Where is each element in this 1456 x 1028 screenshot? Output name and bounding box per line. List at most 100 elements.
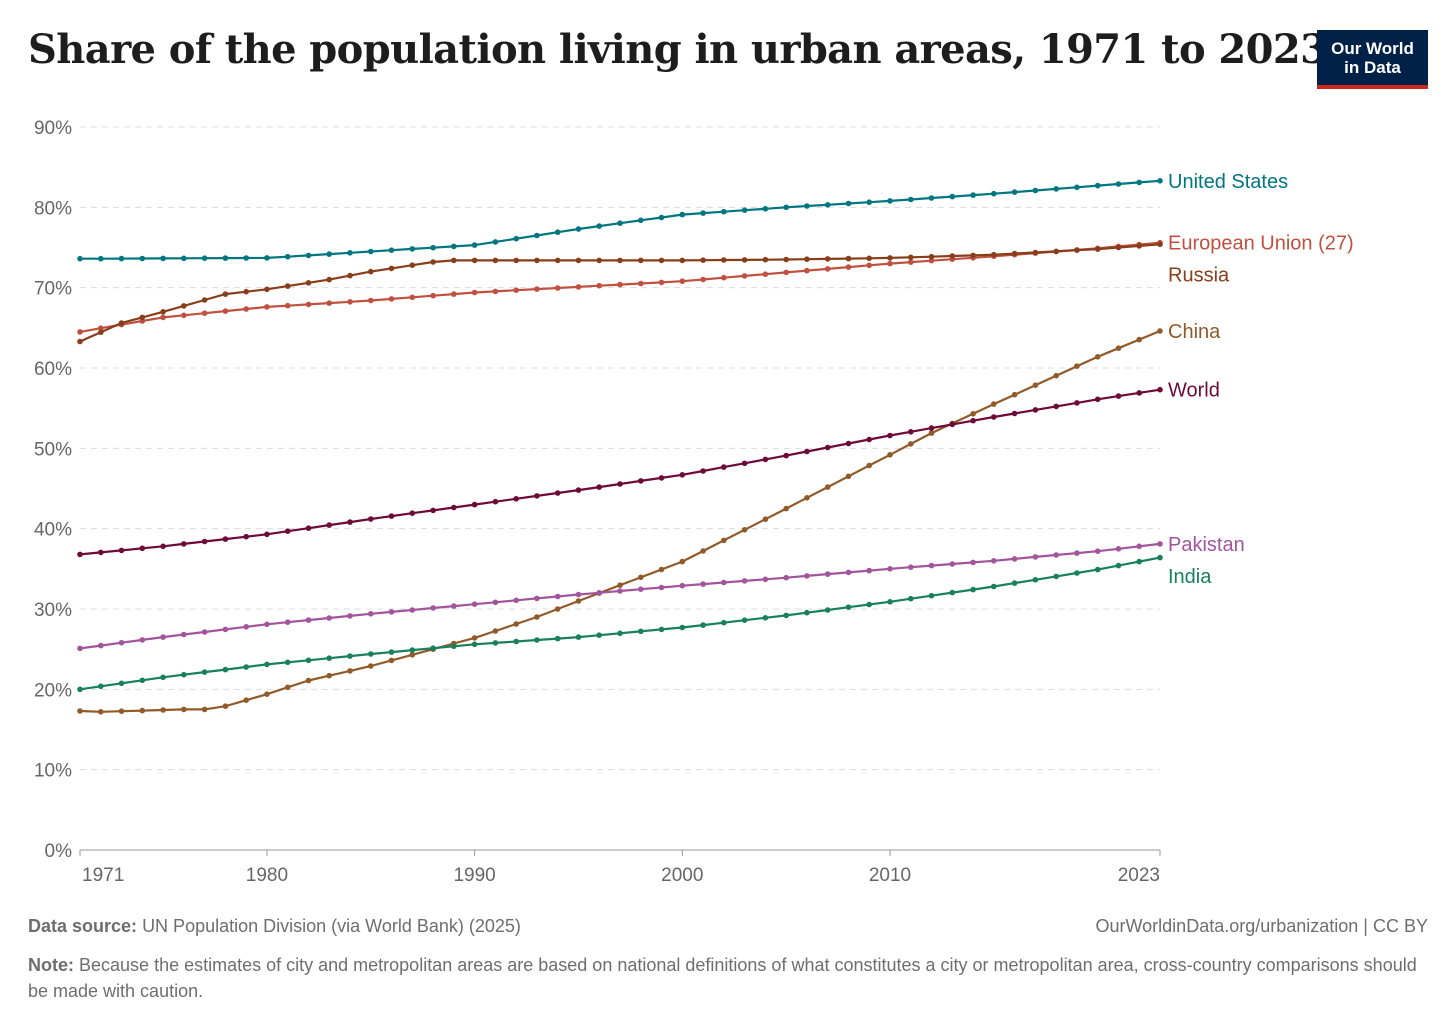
- data-point: [638, 586, 644, 592]
- data-point: [1074, 570, 1080, 576]
- logo-line-2: in Data: [1344, 57, 1401, 77]
- data-point: [305, 280, 312, 286]
- data-point: [368, 611, 374, 617]
- data-point: [928, 195, 935, 201]
- data-point: [908, 441, 914, 447]
- data-point: [160, 309, 166, 315]
- data-point: [77, 329, 83, 335]
- data-point: [347, 653, 353, 659]
- data-point: [347, 668, 353, 674]
- y-axis-tick-labels: 0% 10% 20% 30% 40% 50% 60% 70% 80% 90%: [34, 118, 72, 862]
- data-point: [492, 239, 499, 245]
- data-point: [783, 256, 789, 263]
- data-point: [762, 256, 769, 263]
- data-point: [513, 496, 519, 502]
- data-point: [201, 297, 208, 303]
- data-point: [181, 541, 187, 547]
- series-label-world: World: [1168, 380, 1220, 402]
- data-point: [368, 297, 374, 304]
- data-point: [160, 255, 166, 262]
- data-point: [430, 645, 436, 651]
- data-point: [368, 268, 374, 275]
- data-point: [326, 655, 333, 661]
- series-world: [77, 386, 1163, 558]
- data-point: [222, 308, 229, 314]
- data-point: [762, 456, 769, 463]
- data-point: [513, 638, 519, 645]
- y-tick-label: 50%: [34, 439, 72, 460]
- data-point: [388, 609, 395, 615]
- series-line-india: [79, 556, 1161, 691]
- data-point: [679, 257, 686, 264]
- data-point: [741, 273, 748, 279]
- data-point: [1094, 354, 1101, 360]
- data-point: [1053, 248, 1059, 255]
- data-point: [471, 501, 478, 508]
- data-point: [534, 232, 540, 239]
- data-point: [492, 599, 499, 606]
- data-point: [98, 642, 104, 649]
- data-point: [721, 579, 727, 586]
- data-point: [783, 452, 789, 459]
- data-point: [347, 519, 353, 525]
- owid-logo[interactable]: Our World in Data: [1317, 30, 1428, 89]
- data-point: [139, 707, 146, 714]
- data-point: [596, 590, 602, 596]
- data-point: [970, 559, 976, 566]
- data-point: [887, 432, 893, 439]
- data-point: [326, 672, 333, 679]
- data-point: [991, 190, 997, 197]
- data-point: [1094, 246, 1101, 252]
- data-point: [347, 272, 353, 279]
- data-point: [139, 255, 146, 262]
- data-point: [1157, 328, 1163, 334]
- data-point: [783, 204, 789, 211]
- data-point: [617, 257, 623, 264]
- data-point: [1094, 182, 1101, 189]
- data-point: [347, 299, 353, 305]
- data-point: [139, 545, 146, 552]
- x-tick-label: 2000: [661, 865, 703, 886]
- data-point: [554, 257, 561, 264]
- data-point: [118, 708, 125, 714]
- data-point: [1157, 541, 1163, 547]
- data-point: [679, 624, 686, 631]
- y-tick-label: 30%: [34, 600, 72, 621]
- data-point: [284, 528, 291, 534]
- data-point: [284, 659, 291, 666]
- data-point: [471, 601, 478, 607]
- data-point: [160, 707, 166, 713]
- data-point: [222, 536, 229, 542]
- data-point: [949, 421, 956, 428]
- data-point: [970, 586, 976, 593]
- data-point: [1115, 181, 1122, 187]
- data-point: [762, 615, 769, 621]
- data-source-text[interactable]: UN Population Division (via World Bank) …: [142, 916, 521, 936]
- data-point: [77, 645, 83, 652]
- data-point: [721, 619, 727, 626]
- data-point: [181, 671, 187, 678]
- data-point: [305, 657, 312, 664]
- data-point: [824, 266, 831, 272]
- data-point: [638, 217, 644, 224]
- data-point: [1115, 546, 1122, 552]
- data-point: [928, 562, 935, 569]
- data-point: [1094, 396, 1101, 403]
- data-point: [804, 495, 810, 501]
- data-point: [617, 220, 623, 226]
- data-point: [845, 264, 852, 270]
- data-point: [1115, 244, 1122, 251]
- series-united-states: [77, 178, 1163, 262]
- data-point: [326, 276, 333, 283]
- data-point: [1011, 391, 1018, 398]
- data-point: [1157, 554, 1163, 561]
- data-point: [451, 257, 457, 264]
- data-point: [1074, 550, 1080, 556]
- source-url[interactable]: OurWorldinData.org/urbanization | CC BY: [1095, 916, 1429, 936]
- line-chart: 0%10%20%30%40%50%60%70%80%90% 1971 1980 19…: [34, 118, 1354, 886]
- data-point: [762, 516, 769, 522]
- data-point: [845, 473, 852, 480]
- data-point: [181, 631, 187, 638]
- data-point: [284, 253, 291, 260]
- y-tick-label: 20%: [34, 680, 72, 701]
